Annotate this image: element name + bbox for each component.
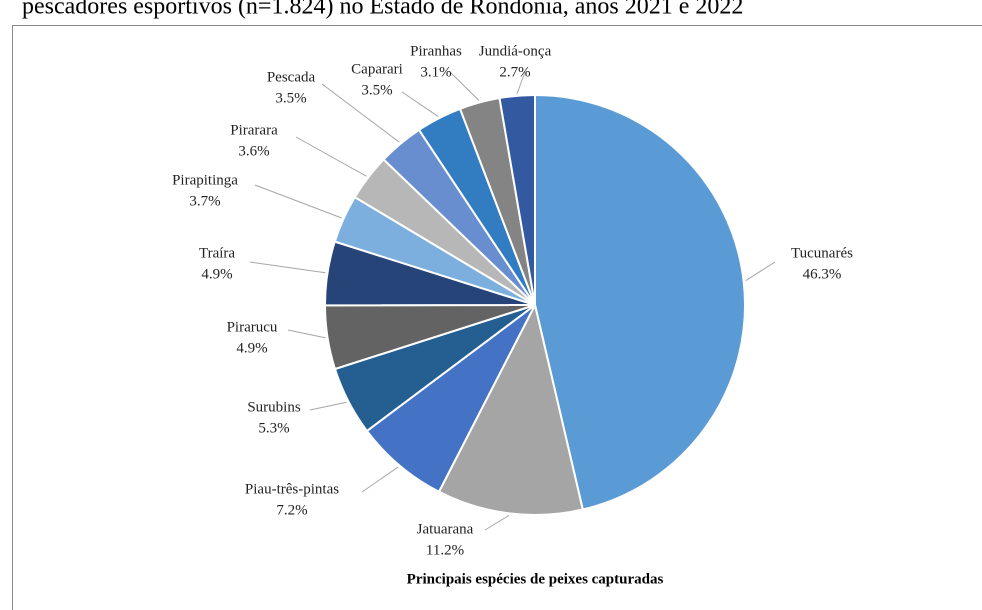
slice-label: Piau-três-pintas xyxy=(245,481,339,497)
slice-label: Jatuarana xyxy=(417,521,474,537)
leader-line xyxy=(321,83,400,143)
slice-value-label: 3.5% xyxy=(275,90,306,106)
leader-line xyxy=(484,514,510,531)
slice-value-label: 11.2% xyxy=(426,542,464,558)
slice-label: Surubins xyxy=(247,399,301,415)
leader-line xyxy=(361,466,399,493)
leader-line xyxy=(249,261,326,274)
slice-label: Caparari xyxy=(351,61,403,77)
leader-line xyxy=(516,71,526,94)
slice-value-label: 3.7% xyxy=(189,193,220,209)
slice-label: Pirarucu xyxy=(227,319,278,335)
slice-value-label: 7.2% xyxy=(276,502,307,518)
pie-slice xyxy=(534,93,746,511)
leader-line xyxy=(295,136,367,177)
leader-line xyxy=(309,401,347,411)
slice-value-label: 5.3% xyxy=(258,420,289,436)
slice-label: Tucunarés xyxy=(791,245,853,261)
slice-value-label: 4.9% xyxy=(201,266,232,282)
slice-label: Pescada xyxy=(267,69,316,85)
slice-label: Piranhas xyxy=(410,43,462,59)
caption: pescadores esportivos (n=1.824) no Estad… xyxy=(22,0,743,20)
slice-value-label: 3.1% xyxy=(420,64,451,80)
pie-slice xyxy=(498,93,536,306)
slice-value-label: 46.3% xyxy=(803,266,842,282)
slice-label: Traíra xyxy=(199,245,235,261)
leader-line xyxy=(254,184,342,219)
slice-value-label: 3.6% xyxy=(238,143,269,159)
slice-value-label: 3.5% xyxy=(361,82,392,98)
leader-line xyxy=(449,71,480,101)
pie-slice xyxy=(437,302,584,516)
slice-value-label: 4.9% xyxy=(236,340,267,356)
leader-line xyxy=(401,91,439,117)
chart-frame xyxy=(12,25,982,610)
slice-value-label: 2.7% xyxy=(499,64,530,80)
leader-line xyxy=(287,329,326,339)
slice-label: Pirapitinga xyxy=(172,172,238,188)
leader-line xyxy=(745,261,776,282)
slice-label: Pirarara xyxy=(230,122,278,138)
chart-title: Principais espécies de peixes capturadas xyxy=(407,571,664,587)
slice-label: Jundiá-onça xyxy=(479,43,552,59)
